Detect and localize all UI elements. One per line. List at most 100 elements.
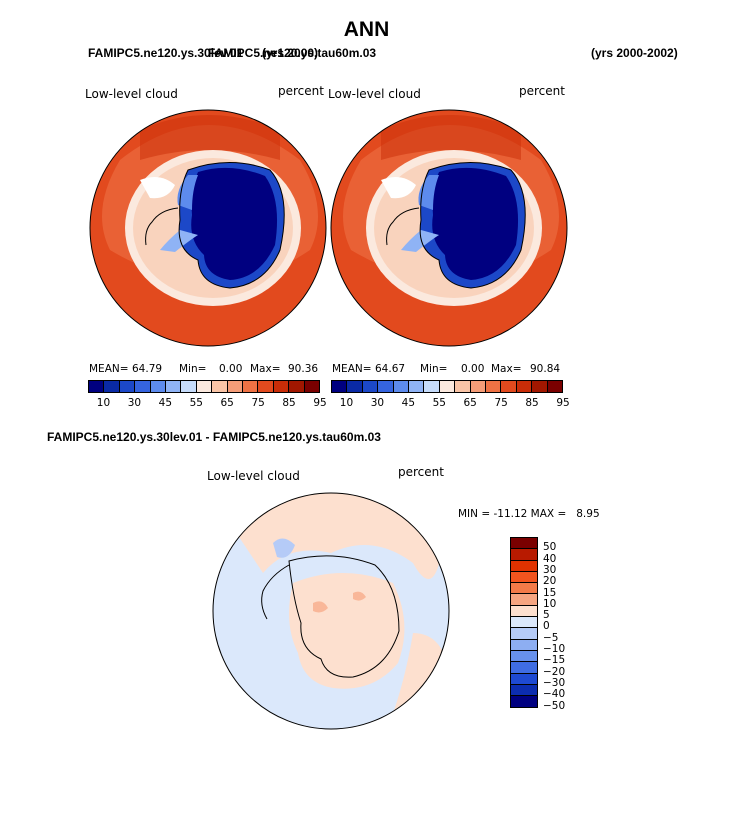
panel2-colorbar-swatch bbox=[532, 381, 548, 392]
panel2-colorbar-swatch bbox=[470, 381, 487, 392]
panel1-colorbar-tick-label: 75 bbox=[251, 397, 265, 409]
diff-colorbar-tick-label: −30 bbox=[543, 676, 566, 689]
diff-polar-map bbox=[212, 492, 450, 730]
panel1-colorbar-tick-label: 10 bbox=[96, 397, 111, 409]
panel1-min-label: Min= bbox=[179, 363, 207, 375]
diff-colorbar-tick-label: −5 bbox=[543, 631, 559, 644]
panel1-colorbar-tick-label: 95 bbox=[313, 397, 327, 409]
panel2-colorbar bbox=[331, 380, 563, 393]
panel1-mean-label: MEAN= bbox=[89, 363, 129, 375]
diff-colorbar-tick-label: 5 bbox=[543, 609, 550, 622]
panel2-min-value: 0.00 bbox=[461, 363, 485, 375]
diff-colorbar-swatch bbox=[511, 628, 537, 640]
diff-colorbar-swatch bbox=[511, 583, 537, 595]
panel1-colorbar-tick-label: 55 bbox=[189, 397, 203, 409]
header-case-a: FAMIPC5.ne120.ys.30lev.01 bbox=[88, 46, 244, 60]
panel1-colorbar-swatch bbox=[119, 381, 136, 392]
panel2-colorbar-tick-label: 55 bbox=[432, 397, 446, 409]
panel2-colorbar-tick-label: 75 bbox=[494, 397, 508, 409]
panel1-max-value: 90.36 bbox=[288, 363, 319, 375]
diff-colorbar-tick-label: 15 bbox=[543, 586, 557, 599]
panel1-polar-map bbox=[89, 109, 327, 347]
panel2-colorbar-tick-label: 10 bbox=[339, 397, 354, 409]
diff-colorbar-tick-label: 10 bbox=[543, 597, 557, 610]
panel1-min-value: 0.00 bbox=[219, 363, 243, 375]
diff-colorbar-tick-label: −50 bbox=[543, 699, 566, 712]
panel2-colorbar-swatch bbox=[393, 381, 410, 392]
diff-colorbar-swatch bbox=[511, 650, 537, 663]
panel2-colorbar-swatch bbox=[378, 381, 394, 392]
panel2-colorbar-tick-label: 95 bbox=[556, 397, 570, 409]
panel2-colorbar-tick-label: 85 bbox=[525, 397, 539, 409]
diff-header: FAMIPC5.ne120.ys.30lev.01 - FAMIPC5.ne12… bbox=[47, 430, 381, 444]
diff-colorbar-tick-label: 30 bbox=[543, 563, 557, 576]
panel2-colorbar-swatch bbox=[455, 381, 471, 392]
panel2-colorbar-swatch bbox=[547, 381, 563, 392]
diff-colorbar-swatch bbox=[511, 696, 537, 708]
panel1-colorbar-tick-label: 85 bbox=[282, 397, 296, 409]
diff-colorbar-tick-label: 20 bbox=[543, 575, 557, 588]
panel2-min-label: Min= bbox=[420, 363, 448, 375]
diff-field-label: Low-level cloud bbox=[207, 469, 300, 483]
panel1-colorbar-swatch bbox=[243, 381, 259, 392]
diff-colorbar-swatch bbox=[511, 639, 537, 651]
panel2-max-label: Max= bbox=[491, 363, 522, 375]
panel1-colorbar bbox=[88, 380, 320, 393]
panel2-colorbar-tick-label: 30 bbox=[370, 397, 385, 409]
panel1-colorbar-swatch bbox=[227, 381, 244, 392]
panel1-units: percent bbox=[278, 84, 324, 98]
panel2-max-value: 90.84 bbox=[530, 363, 561, 375]
diff-colorbar-tick-label: 40 bbox=[543, 552, 557, 565]
diff-units: percent bbox=[398, 465, 444, 479]
panel1-colorbar-swatch bbox=[89, 381, 105, 392]
panel2-colorbar-swatch bbox=[347, 381, 363, 392]
panel1-colorbar-swatch bbox=[212, 381, 228, 392]
page-title: ANN bbox=[343, 18, 390, 41]
diff-colorbar-swatch bbox=[511, 594, 537, 606]
diff-colorbar-swatch bbox=[511, 538, 537, 550]
header-years: (yrs 2000-2002) bbox=[591, 46, 678, 60]
panel1-max-label: Max= bbox=[250, 363, 281, 375]
diff-colorbar-tick-label: 50 bbox=[543, 541, 557, 554]
panel1-colorbar-swatch bbox=[150, 381, 167, 392]
panel2-colorbar-swatch bbox=[439, 381, 456, 392]
panel2-polar-map bbox=[330, 109, 568, 347]
panel2-colorbar-tick-label: 65 bbox=[463, 397, 477, 409]
diff-colorbar-tick-label: −10 bbox=[543, 643, 566, 655]
panel1-colorbar-tick-label: 45 bbox=[158, 397, 173, 409]
diff-colorbar-swatch bbox=[511, 662, 537, 674]
diff-colorbar-swatch bbox=[511, 617, 537, 629]
panel2-colorbar-swatch bbox=[409, 381, 425, 392]
header-case-years: (yrs 2000) bbox=[262, 46, 319, 60]
panel2-colorbar-swatch bbox=[332, 381, 348, 392]
panel1-colorbar-swatch bbox=[181, 381, 197, 392]
panel1-mean-value: 64.79 bbox=[132, 363, 163, 375]
panel2-colorbar-swatch bbox=[424, 381, 440, 392]
panel1-colorbar-swatch bbox=[104, 381, 120, 392]
panel2-colorbar-swatch bbox=[516, 381, 533, 392]
diff-colorbar-swatch bbox=[511, 673, 537, 685]
panel1-colorbar-tick-label: 65 bbox=[220, 397, 234, 409]
panel2-colorbar-swatch bbox=[362, 381, 379, 392]
panel2-field-label: Low-level cloud bbox=[328, 87, 421, 101]
panel2-units: percent bbox=[519, 84, 565, 98]
diff-colorbar bbox=[510, 537, 538, 709]
diff-colorbar-swatch bbox=[511, 560, 537, 572]
panel1-field-label: Low-level cloud bbox=[85, 87, 178, 101]
panel2-mean-value: 64.67 bbox=[375, 363, 406, 375]
panel1-colorbar-swatch bbox=[273, 381, 290, 392]
panel2-colorbar-swatch bbox=[501, 381, 517, 392]
header-case-b: FAMIPC5.ne120.ys.tau60m.03 bbox=[208, 46, 377, 60]
panel1-colorbar-swatch bbox=[135, 381, 151, 392]
panel1-colorbar-swatch bbox=[304, 381, 320, 392]
panel2-mean-label: MEAN= bbox=[332, 363, 372, 375]
panel2-colorbar-swatch bbox=[486, 381, 502, 392]
panel1-colorbar-swatch bbox=[166, 381, 182, 392]
panel2-colorbar-tick-label: 45 bbox=[401, 397, 416, 409]
panel1-colorbar-tick-label: 30 bbox=[127, 397, 142, 409]
panel1-colorbar-swatch bbox=[289, 381, 305, 392]
panel1-colorbar-swatch bbox=[258, 381, 274, 392]
diff-colorbar-tick-label: 0 bbox=[543, 620, 550, 633]
diff-colorbar-tick-label: −15 bbox=[543, 654, 566, 667]
panel1-colorbar-swatch bbox=[196, 381, 213, 392]
